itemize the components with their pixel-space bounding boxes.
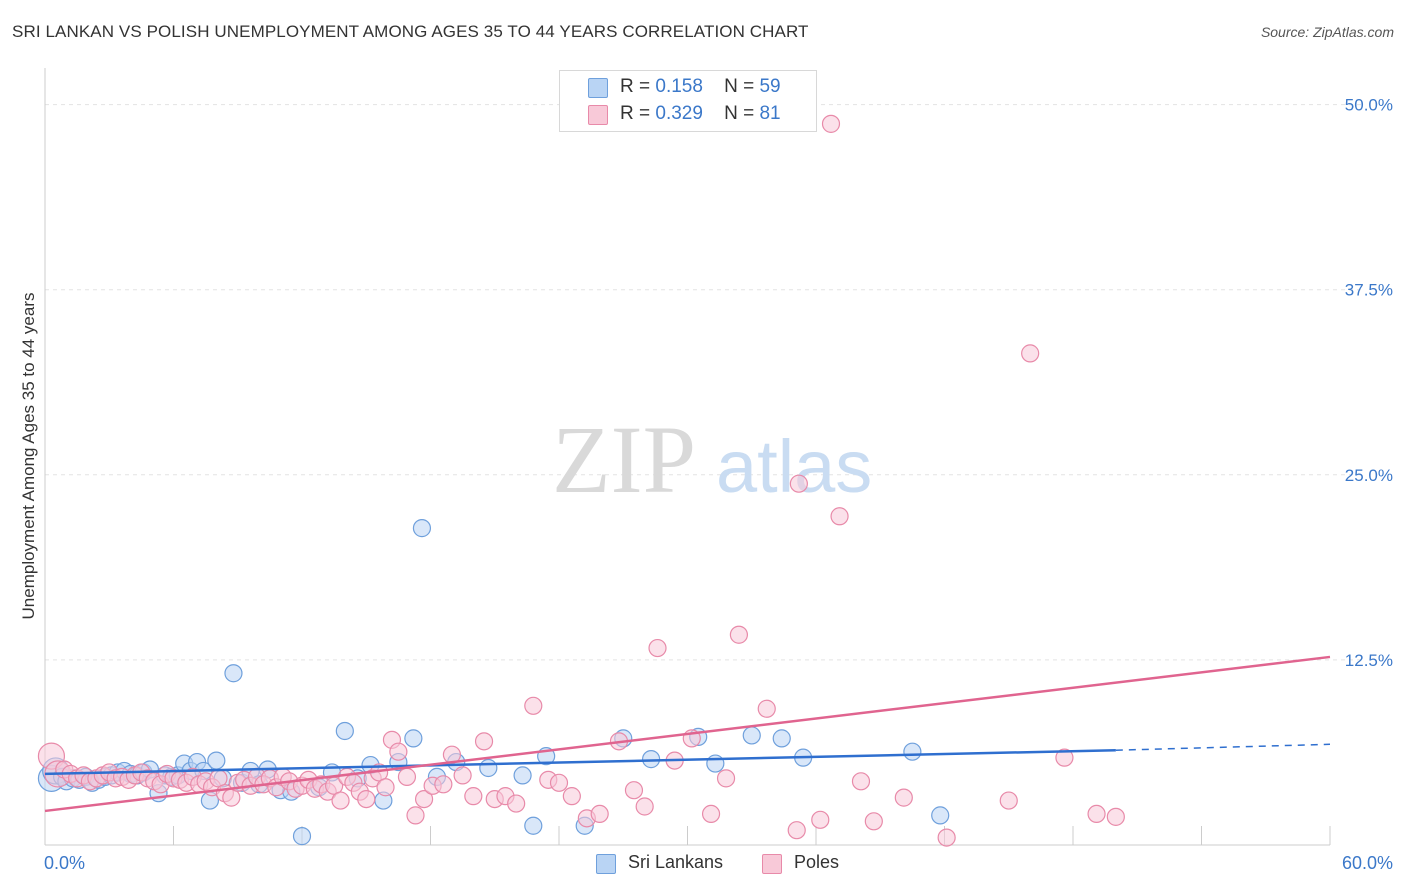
poles-trendline — [44, 655, 1331, 813]
pole-point — [331, 791, 350, 810]
pink-swatch — [762, 854, 782, 874]
source-label: Source: ZipAtlas.com — [1260, 24, 1394, 40]
gridlines — [45, 104, 1365, 661]
pole-point — [851, 772, 871, 791]
pole-point — [562, 787, 581, 806]
pole-point — [729, 625, 749, 644]
sri-lankan-point — [207, 751, 226, 770]
pole-point — [635, 797, 654, 816]
watermark: ZIP atlas — [552, 406, 872, 513]
sri-lankans-trendline — [44, 748, 1116, 776]
pole-point — [434, 775, 453, 794]
pole-point — [414, 789, 434, 809]
sri-lankan-point — [479, 758, 498, 778]
pole-point — [716, 769, 736, 788]
sri-lankan-point — [706, 754, 725, 773]
blue-swatch — [588, 78, 608, 98]
series-poles — [37, 114, 1125, 847]
chart-title: SRI LANKAN VS POLISH UNEMPLOYMENT AMONG … — [12, 22, 809, 41]
pole-point — [357, 789, 376, 809]
y-axis-label: Unemployment Among Ages 35 to 44 years — [19, 293, 38, 620]
pole-point — [787, 821, 806, 840]
sri-lankan-point — [412, 519, 432, 538]
watermark-atlas: atlas — [716, 425, 872, 508]
pole-point — [821, 114, 841, 133]
blue-swatch — [596, 854, 616, 874]
n-label: N = — [724, 103, 755, 124]
pole-point — [864, 812, 883, 831]
r-value: 0.329 — [655, 103, 703, 124]
sri-lankan-point — [903, 742, 922, 761]
sri-lankan-point — [513, 766, 532, 785]
pole-point — [894, 788, 913, 807]
pole-point — [811, 810, 830, 829]
watermark-zip: ZIP — [552, 406, 696, 513]
sri-lankan-point — [931, 806, 950, 825]
sri-lankan-point — [335, 721, 354, 741]
pink-swatch — [588, 105, 608, 125]
pole-point — [830, 507, 849, 526]
r-value: 0.158 — [655, 76, 703, 97]
pole-point — [1055, 748, 1074, 767]
sri-lankan-point — [641, 750, 661, 769]
pole-point — [397, 767, 417, 786]
pole-point — [648, 638, 667, 658]
pole-point — [389, 742, 408, 761]
pole-point — [507, 794, 526, 813]
sri-lankan-point — [524, 816, 543, 835]
y-tick-label: 12.5% — [1345, 651, 1393, 670]
y-tick-label: 37.5% — [1345, 281, 1393, 300]
pole-point — [624, 781, 644, 800]
x-tick-labels: 0.0% 60.0% — [44, 853, 1393, 873]
sri-lankan-point — [292, 827, 312, 846]
sri-lankan-point — [772, 729, 791, 748]
trendlines — [44, 655, 1331, 813]
pole-point — [464, 787, 483, 806]
n-value: 81 — [759, 103, 781, 124]
sri-lankan-point — [404, 729, 423, 748]
pole-point — [524, 696, 543, 715]
pole-point — [376, 778, 395, 797]
pole-point — [937, 828, 956, 847]
y-tick-labels: 12.5% 25.0% 37.5% 50.0% — [1345, 96, 1393, 670]
pole-point — [757, 699, 776, 718]
r-label: R = — [620, 103, 651, 124]
legend-label: Sri Lankans — [628, 852, 724, 872]
n-value: 59 — [759, 76, 781, 97]
pole-point — [453, 766, 472, 785]
y-tick-label: 50.0% — [1345, 96, 1393, 115]
stats-legend: R = 0.158 N = 59 R = 0.329 N = 81 — [559, 70, 817, 132]
sri-lankan-point — [742, 726, 761, 745]
sri-lankan-point — [224, 664, 243, 683]
pole-point — [789, 474, 808, 493]
legend-label: Poles — [794, 852, 840, 872]
pole-point — [406, 806, 425, 825]
pole-point — [590, 804, 609, 824]
x-tick-label-min: 0.0% — [44, 853, 85, 873]
pole-point — [1021, 344, 1040, 363]
r-label: R = — [620, 76, 651, 97]
pole-point — [549, 773, 569, 792]
pole-point — [1087, 804, 1106, 824]
y-tick-label: 25.0% — [1345, 466, 1393, 485]
sri-lankans-trendline-extension — [1115, 743, 1331, 751]
pole-point — [1106, 807, 1125, 826]
n-label: N = — [724, 76, 755, 97]
pole-point — [999, 791, 1018, 810]
pole-point — [474, 732, 494, 751]
pole-point — [701, 804, 721, 824]
x-tick-label-max: 60.0% — [1342, 853, 1393, 873]
